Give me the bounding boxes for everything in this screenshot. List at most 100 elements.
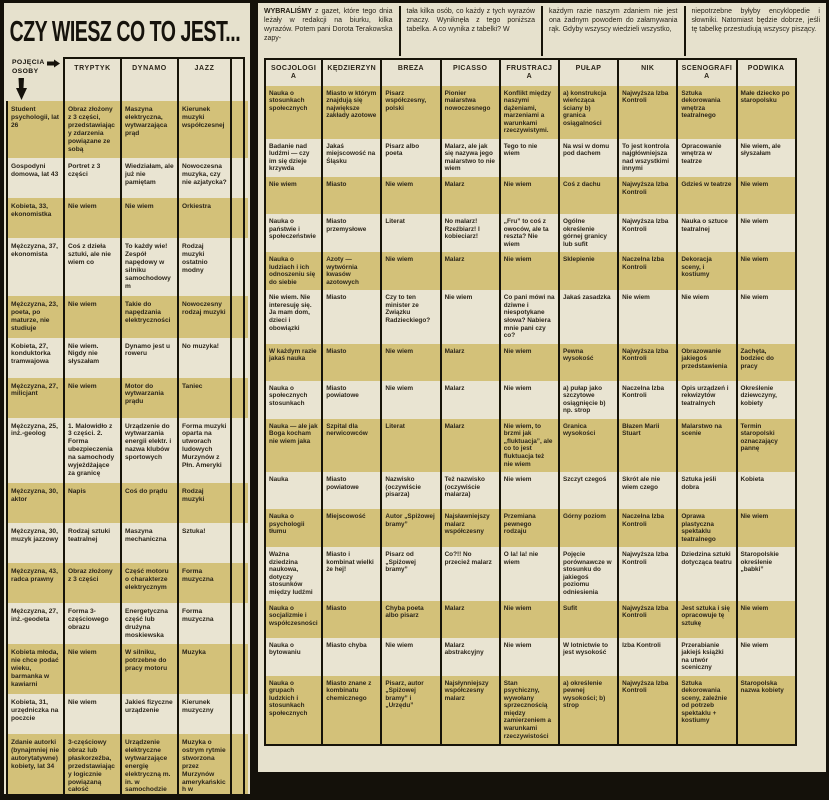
answer-cell [232,734,245,794]
answer-cell: 3-częściowy obraz lub płaskorzeźba, prze… [65,734,122,794]
answer-cell: Urządzenie do wytwarzania energii elektr… [122,417,179,483]
right-panel: WYBRALIŚMY z gazet, które tego dnia leża… [258,3,826,772]
column-header: JAZZ [179,57,232,101]
intro-column-2: tała kilka osób, co każdy z tych wyrazów… [398,6,542,56]
answer-cell: Miasto znane z kombinatu chemicznego [323,675,383,745]
answer-cell: Nauka [264,472,324,510]
answer-cell: Malarstwo na scenie [678,418,738,473]
answer-cell: Malarz [442,343,501,381]
answer-cell: Najsłynniejszy współczesny malarz [442,675,501,745]
answer-cell: Muzyka [179,644,232,694]
answer-cell: Nowoczesna muzyka, czy nie azjatycka? [179,158,232,199]
answer-cell: Nie wiem [738,509,797,548]
table-row: Student psychologii, lat 26 Obraz złożony… [6,101,248,159]
page-title: CZY WIESZ CO TO JEST... [9,16,241,48]
table-row: Nauka o bytowaniu Miasto chyba Nie wiem Mal… [264,637,797,676]
answer-cell: Miasto przemysłowe [323,213,383,253]
answer-cell: Pisarz współczesny, polski [382,85,442,139]
answer-cell: Muzyka o ostrym rytmie stworzona przez M… [179,734,232,794]
answer-cell: Obraz złożony z 3 części, przedstawiając… [65,101,122,159]
answer-cell: Czy to ten minister ze Związku Radziecki… [382,290,442,344]
answer-cell: Coś z dzieła sztuki, ale nie wiem co [65,238,122,296]
table-row: Nauka — ale jak Boga kocham nie wiem jak… [264,418,797,473]
answer-cell: Miasto i kombinat wielki że hej! [323,547,383,601]
column-header: PUŁAP [559,58,620,86]
answer-cell: Forma muzyczna [179,562,232,603]
answer-cell: Pisarz albo poeta [382,138,442,177]
answer-cell: Kierunek muzyki współczesnej [179,101,232,159]
answer-cell: Miasto [323,176,383,214]
person-cell: Mężczyzna, 37, ekonomista [6,238,65,296]
table-row: Nauka Miasto powiatowe Nazwisko (oczywiści… [264,472,797,510]
answer-cell: Na wsi w domu pod dachem [560,138,620,177]
answer-cell: Malarz [442,176,501,214]
answer-cell: Kierunek muzyczny [179,694,232,734]
answer-cell: Najwyższa Izba Kontroli [619,85,679,139]
answer-cell: „Fru” to coś z owoców, ale ta reszta? Ni… [501,213,560,253]
answer-cell: Motor do wytwarzania prądu [122,377,179,418]
table-row: Zdanie autorki (bynajmniej nie autorytat… [6,734,248,794]
answer-cell: Azoty — wytwórnia kwasów azotowych [323,252,383,291]
answer-cell: Jakaś zasadzka [560,290,620,344]
table-row: Nie wiem. Nie interesuję się. Ja mam dom… [264,290,797,344]
answer-cell: Pisarz, autor „Spiżowej bramy” i „Urzędu… [382,675,442,745]
answer-cell: Nie wiem [501,343,560,381]
answer-cell: Malarz, ale jak się nazywa jego malarstw… [442,138,501,177]
column-header [232,57,245,101]
table-row: Badanie nad ludźmi — czy im się dzieje k… [264,138,797,177]
answer-cell: Miasto w którym znajdują się największe … [323,85,383,139]
answer-cell: Rodzaj muzyki ostatnio modny [179,238,232,296]
answer-cell: Dynamo jest u roweru [122,337,179,378]
answer-cell: Nie wiem [65,295,122,338]
answer-cell: Malarz [442,600,501,638]
answer-cell: Napis [65,482,122,523]
answer-cell: Ogólne określenie górnej granicy lub suf… [560,213,620,253]
intro-column-4: niepotrzebne byłyby encyklopedie i słown… [683,6,827,56]
answer-cell: Nie wiem [738,600,797,638]
table-row: Ważna dziedzina naukowa, dotyczy stosunk… [264,547,797,601]
answer-cell: To jest kontrola najgłówniejsza nad wszy… [619,138,679,177]
intro-column-1-text: z gazet, które tego dnia leżały w redakc… [264,8,393,43]
answer-cell [232,158,245,199]
answer-cell [232,198,245,239]
person-cell: Kobieta, 27, konduktorka tramwajowa [6,337,65,378]
answer-cell: W silniku, potrzebne do pracy motoru [122,644,179,694]
column-header: SCENOGRAFIA [678,58,738,86]
answer-cell: Ważna dziedzina naukowa, dotyczy stosunk… [264,547,324,601]
answer-cell: Nie wiem [264,176,324,214]
answer-cell: Nauka o grupach ludzkich i stosunkach sp… [264,675,324,745]
answer-cell: Opis urządzeń i rekwizytów teatralnych [678,380,738,419]
person-cell: Mężczyzna, 30, muzyk jazzowy [6,522,65,563]
table-row: Mężczyzna, 27, milicjant Nie wiem Motor do… [6,377,248,418]
intro-text: WYBRALIŚMY z gazet, które tego dnia leża… [258,3,826,56]
answer-cell: Nie wiem [65,198,122,239]
table-row: Nauka o psychologii tłumu Miejscowość Auto… [264,509,797,548]
answer-cell: Jest sztuka i się opracowuje tę sztukę [678,600,738,638]
answer-cell [232,238,245,296]
answer-cell: Forma muzyczna [179,602,232,645]
answer-cell: Granica wysokości [560,418,620,473]
answer-cell: Orkiestra [179,198,232,239]
answer-cell: Nie wiem. Nigdy nie słyszałam [65,337,122,378]
answer-cell: Miasto powiatowe [323,380,383,419]
answer-cell: Nauka o społecznych stosunkach [264,380,324,419]
answer-cell: Stan psychiczny, wywołany sprzecznością … [501,675,560,745]
down-arrow-icon [16,78,27,101]
answer-cell: Szczyt czegoś [560,472,620,510]
table-row: Gospodyni domowa, lat 43 Portret z 3 częś… [6,158,248,199]
answer-cell: Nie wiem [501,472,560,510]
table-row: Mężczyzna, 43, radca prawny Obraz złożony… [6,562,248,603]
answer-cell: Pewna wysokość [560,343,620,381]
answer-cell: Malarz abstrakcyjny [442,637,501,676]
answer-cell: Wiedziałam, ale już nie pamiętam [122,158,179,199]
table-row: Mężczyzna, 25, inż.-geolog 1. Malowidło z… [6,417,248,483]
answer-cell: Sztuka dekorowania wnętrza teatralnego [678,85,738,139]
intro-column-1: WYBRALIŚMY z gazet, które tego dnia leża… [258,6,399,56]
table-row: Nauka o społecznych stosunkach Miasto pow… [264,380,797,419]
answer-cell: Dekoracja sceny, i kostiumy [678,252,738,291]
person-cell: Gospodyni domowa, lat 43 [6,158,65,199]
answer-cell: Jakieś fizyczne urządzenie [122,694,179,734]
answer-cell: O la! la! nie wiem [501,547,560,601]
column-header: PICASSO [441,58,501,86]
